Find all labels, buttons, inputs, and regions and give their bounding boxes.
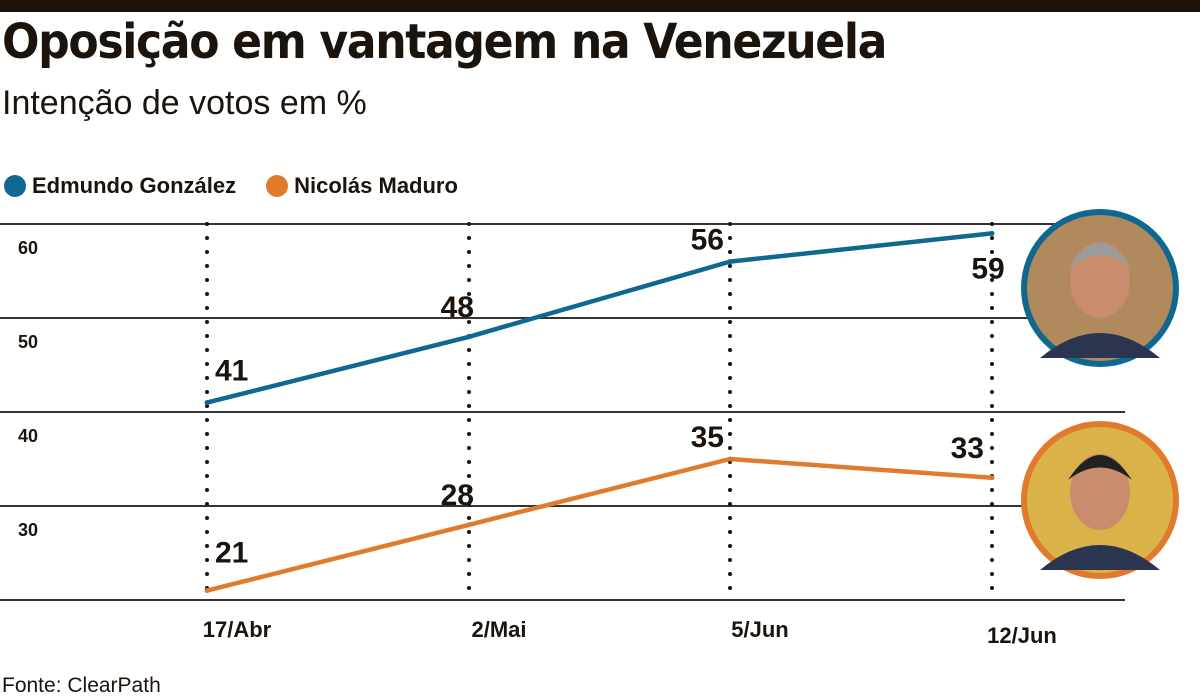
gonzalez-hair	[1068, 243, 1132, 268]
data-label: 28	[441, 479, 474, 512]
data-point	[204, 588, 210, 594]
gonzalez-shoulders	[1040, 333, 1160, 358]
legend-swatch-gonzalez	[4, 175, 26, 197]
top-bar	[0, 0, 1200, 12]
data-point	[989, 230, 995, 236]
y-tick-label: 50	[18, 332, 38, 352]
data-point	[466, 334, 472, 340]
x-tick-label: 5/Jun	[731, 617, 788, 642]
maduro-hair	[1068, 455, 1132, 480]
x-tick-label: 12/Jun	[987, 623, 1057, 648]
data-label: 59	[971, 252, 1004, 285]
x-tick-label: 17/Abr	[203, 617, 272, 642]
chart-subtitle: Intenção de votos em %	[2, 84, 367, 122]
legend-item-maduro: Nicolás Maduro	[266, 173, 458, 199]
data-point	[204, 400, 210, 406]
data-point	[466, 522, 472, 528]
data-point	[727, 456, 733, 462]
data-point	[727, 259, 733, 265]
series-line-maduro	[206, 456, 993, 593]
chart-title: Oposição em vantagem na Venezuela	[2, 14, 887, 70]
data-label: 56	[691, 224, 724, 257]
legend: Edmundo González Nicolás Maduro	[4, 173, 458, 199]
y-tick-label: 40	[18, 426, 38, 446]
maduro-shoulders	[1040, 545, 1160, 570]
legend-label-gonzalez: Edmundo González	[32, 173, 237, 198]
data-label: 35	[691, 421, 724, 454]
data-label: 21	[215, 537, 248, 570]
gonzalez-face	[1070, 242, 1130, 318]
x-tick-label: 2/Mai	[471, 617, 526, 642]
y-tick-label: 30	[18, 520, 38, 540]
data-point	[989, 475, 995, 481]
maduro-face	[1070, 454, 1130, 530]
data-label: 41	[215, 355, 248, 388]
y-tick-label: 60	[18, 238, 38, 258]
legend-swatch-maduro	[266, 175, 289, 197]
series-line-gonzalez	[206, 231, 993, 405]
data-label: 48	[441, 291, 474, 324]
legend-item-gonzalez: Edmundo González	[4, 173, 236, 199]
source-note: Fonte: ClearPath	[2, 674, 161, 697]
legend-label-maduro: Nicolás Maduro	[294, 173, 458, 198]
data-label: 33	[951, 432, 984, 465]
